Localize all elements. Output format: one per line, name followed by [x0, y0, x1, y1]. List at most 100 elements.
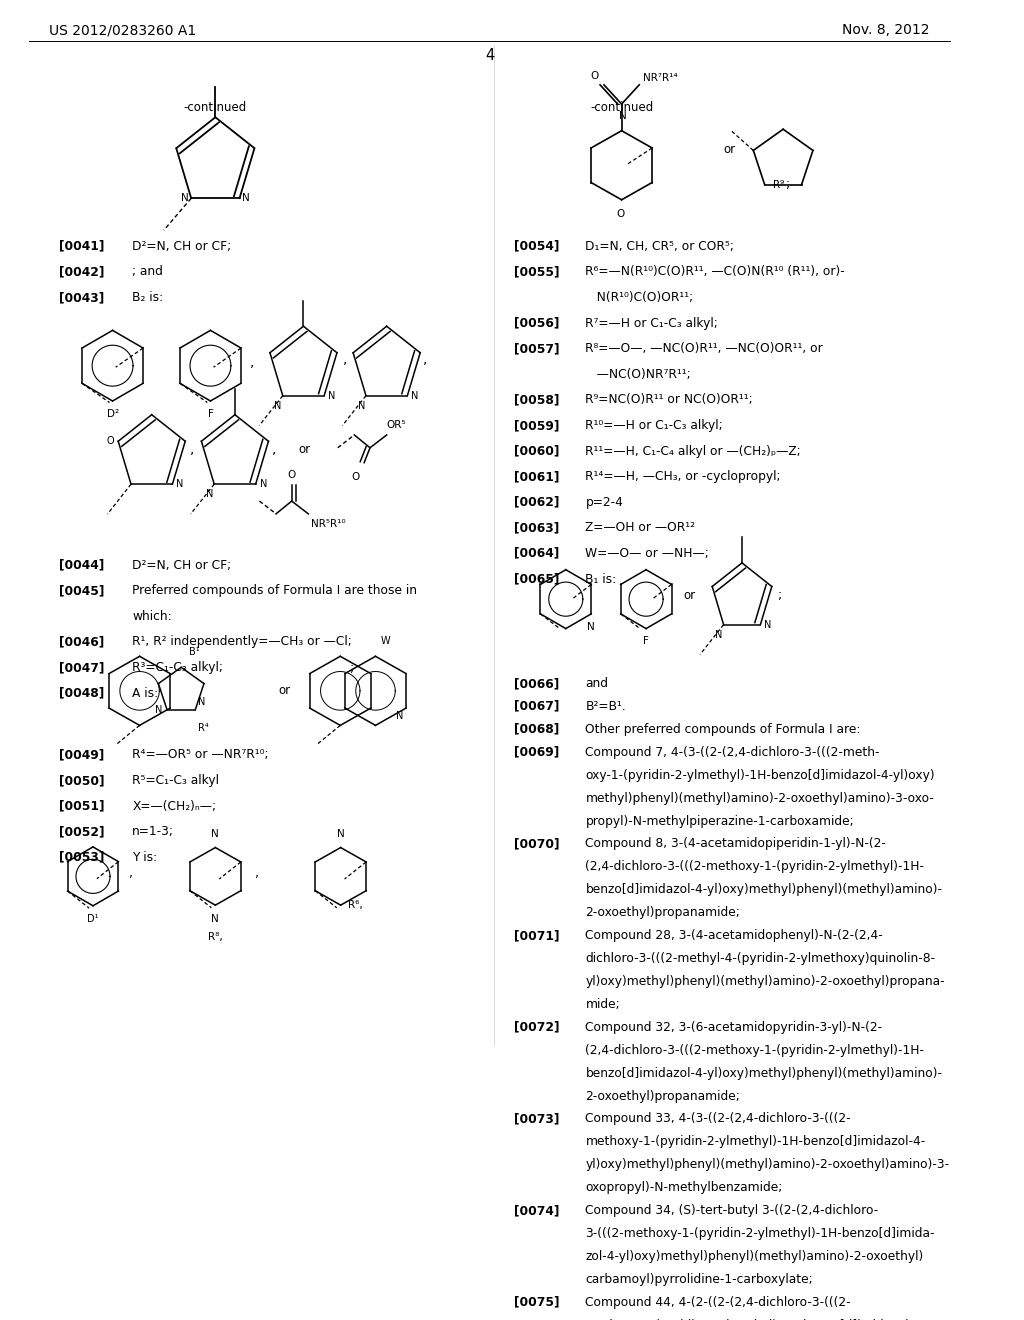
Text: yl)oxy)methyl)phenyl)(methyl)amino)-2-oxoethyl)amino)-3-: yl)oxy)methyl)phenyl)(methyl)amino)-2-ox…: [586, 1159, 949, 1171]
Text: R³=C₁-C₃ alkyl;: R³=C₁-C₃ alkyl;: [132, 661, 223, 675]
Text: B₂ is:: B₂ is:: [132, 290, 163, 304]
Text: benzo[d]imidazol-4-yl)oxy)methyl)phenyl)(methyl)amino)-: benzo[d]imidazol-4-yl)oxy)methyl)phenyl)…: [586, 883, 942, 896]
Text: [0067]: [0067]: [514, 700, 559, 713]
Text: Compound 33, 4-(3-((2-(2,4-dichloro-3-(((2-: Compound 33, 4-(3-((2-(2,4-dichloro-3-((…: [586, 1113, 851, 1126]
Text: [0041]: [0041]: [58, 240, 104, 253]
Text: N: N: [176, 479, 183, 490]
Text: F: F: [643, 636, 649, 647]
Text: N: N: [715, 630, 723, 640]
Text: [0042]: [0042]: [58, 265, 104, 279]
Text: (2,4-dichloro-3-(((2-methoxy-1-(pyridin-2-ylmethyl)-1H-: (2,4-dichloro-3-(((2-methoxy-1-(pyridin-…: [586, 1044, 925, 1057]
Text: [0061]: [0061]: [514, 470, 559, 483]
Text: 2-oxoethyl)propanamide;: 2-oxoethyl)propanamide;: [586, 907, 740, 919]
Text: methoxy-1-(pyridin-2-ylmethyl)-1H-benzo[d]imidazol-4-: methoxy-1-(pyridin-2-ylmethyl)-1H-benzo[…: [586, 1135, 926, 1148]
Text: [0073]: [0073]: [514, 1113, 559, 1126]
Text: R⁸=—O—, —NC(O)R¹¹, —NC(O)OR¹¹, or: R⁸=—O—, —NC(O)R¹¹, —NC(O)OR¹¹, or: [586, 342, 823, 355]
Text: R¹⁴=—H, —CH₃, or -cyclopropyl;: R¹⁴=—H, —CH₃, or -cyclopropyl;: [586, 470, 781, 483]
Text: propyl)-N-methylpiperazine-1-carboxamide;: propyl)-N-methylpiperazine-1-carboxamide…: [586, 814, 854, 828]
Text: zol-4-yl)oxy)methyl)phenyl)(methyl)amino)-2-oxoethyl): zol-4-yl)oxy)methyl)phenyl)(methyl)amino…: [586, 1250, 924, 1263]
Text: OR⁵: OR⁵: [387, 420, 407, 429]
Text: [0072]: [0072]: [514, 1020, 559, 1034]
Text: -continued: -continued: [590, 102, 653, 115]
Text: B²=B¹.: B²=B¹.: [586, 700, 626, 713]
Text: N: N: [212, 913, 219, 924]
Text: D²=N, CH or CF;: D²=N, CH or CF;: [132, 558, 231, 572]
Text: Compound 8, 3-(4-acetamidopiperidin-1-yl)-N-(2-: Compound 8, 3-(4-acetamidopiperidin-1-yl…: [586, 837, 886, 850]
Text: ; and: ; and: [132, 265, 163, 279]
Text: Other preferred compounds of Formula I are:: Other preferred compounds of Formula I a…: [586, 723, 861, 735]
Text: R¹⁰=—H or C₁-C₃ alkyl;: R¹⁰=—H or C₁-C₃ alkyl;: [586, 418, 723, 432]
Text: ,: ,: [343, 352, 347, 366]
Text: [0051]: [0051]: [58, 800, 104, 813]
Text: O: O: [616, 210, 625, 219]
Text: O: O: [106, 436, 115, 446]
Text: (2,4-dichloro-3-(((2-methoxy-1-(pyridin-2-ylmethyl)-1H-: (2,4-dichloro-3-(((2-methoxy-1-(pyridin-…: [586, 861, 925, 874]
Text: [0047]: [0047]: [58, 661, 104, 675]
Text: Nov. 8, 2012: Nov. 8, 2012: [843, 24, 930, 37]
Text: D¹: D¹: [87, 913, 98, 924]
Text: [0056]: [0056]: [514, 317, 559, 330]
Text: and: and: [586, 677, 608, 690]
Text: dichloro-3-(((2-methyl-4-(pyridin-2-ylmethoxy)quinolin-8-: dichloro-3-(((2-methyl-4-(pyridin-2-ylme…: [586, 952, 936, 965]
Text: ,: ,: [189, 442, 195, 455]
Text: [0075]: [0075]: [514, 1296, 559, 1309]
Text: R⁸,: R⁸,: [208, 932, 223, 941]
Text: ,: ,: [250, 355, 254, 370]
Text: X=—(CH₂)ₙ—;: X=—(CH₂)ₙ—;: [132, 800, 216, 813]
Text: R¹¹=—H, C₁-C₄ alkyl or —(CH₂)ₚ—Z;: R¹¹=—H, C₁-C₄ alkyl or —(CH₂)ₚ—Z;: [586, 445, 801, 458]
Text: [0066]: [0066]: [514, 677, 559, 690]
Text: N: N: [274, 401, 282, 411]
Text: N: N: [199, 697, 206, 706]
Text: R⁷=—H or C₁-C₃ alkyl;: R⁷=—H or C₁-C₃ alkyl;: [586, 317, 718, 330]
Text: or: or: [299, 444, 310, 457]
Text: D₁=N, CH, CR⁵, or COR⁵;: D₁=N, CH, CR⁵, or COR⁵;: [586, 240, 734, 253]
Text: Y is:: Y is:: [132, 851, 158, 863]
Text: p=2-4: p=2-4: [586, 496, 624, 508]
Text: W=—O— or —NH—;: W=—O— or —NH—;: [586, 546, 710, 560]
Text: Z=—OH or —OR¹²: Z=—OH or —OR¹²: [586, 521, 695, 535]
Text: O: O: [351, 473, 359, 482]
Text: [0071]: [0071]: [514, 929, 559, 942]
Text: N: N: [180, 193, 188, 203]
Text: which:: which:: [132, 610, 172, 623]
Text: N: N: [212, 829, 219, 840]
Text: B¹: B¹: [189, 647, 200, 656]
Text: NR⁷R¹⁴: NR⁷R¹⁴: [643, 73, 678, 83]
Text: [0044]: [0044]: [58, 558, 104, 572]
Text: [0060]: [0060]: [514, 445, 559, 458]
Text: [0045]: [0045]: [58, 585, 104, 597]
Text: R⁶=—N(R¹⁰)C(O)R¹¹, —C(O)N(R¹⁰ (R¹¹), or)-: R⁶=—N(R¹⁰)C(O)R¹¹, —C(O)N(R¹⁰ (R¹¹), or)…: [586, 265, 845, 279]
Text: 3-(((2-methoxy-1-(pyridin-2-ylmethyl)-1H-benzo[d]imida-: 3-(((2-methoxy-1-(pyridin-2-ylmethyl)-1H…: [586, 1228, 935, 1239]
Text: [0048]: [0048]: [58, 686, 104, 700]
Text: N: N: [328, 391, 336, 401]
Text: [0074]: [0074]: [514, 1204, 559, 1217]
Text: or: or: [723, 143, 735, 156]
Text: [0064]: [0064]: [514, 546, 559, 560]
Text: Compound 32, 3-(6-acetamidopyridin-3-yl)-N-(2-: Compound 32, 3-(6-acetamidopyridin-3-yl)…: [586, 1020, 883, 1034]
Text: A is:: A is:: [132, 686, 159, 700]
Text: [0054]: [0054]: [514, 240, 559, 253]
Text: N: N: [412, 391, 419, 401]
Text: R⁹=NC(O)R¹¹ or NC(O)OR¹¹;: R⁹=NC(O)R¹¹ or NC(O)OR¹¹;: [586, 393, 753, 407]
Text: Preferred compounds of Formula I are those in: Preferred compounds of Formula I are tho…: [132, 585, 417, 597]
Text: N: N: [206, 490, 213, 499]
Text: [0070]: [0070]: [514, 837, 559, 850]
Text: [0050]: [0050]: [58, 774, 104, 787]
Text: 4: 4: [484, 48, 494, 63]
Text: or: or: [683, 590, 695, 602]
Text: R⁴: R⁴: [199, 722, 209, 733]
Text: Compound 7, 4-(3-((2-(2,4-dichloro-3-(((2-meth-: Compound 7, 4-(3-((2-(2,4-dichloro-3-(((…: [586, 746, 880, 759]
Text: ;: ;: [778, 590, 782, 602]
Text: mide;: mide;: [586, 998, 620, 1011]
Text: R⁵=C₁-C₃ alkyl: R⁵=C₁-C₃ alkyl: [132, 774, 219, 787]
Text: [0062]: [0062]: [514, 496, 559, 508]
Text: oxy-1-(pyridin-2-ylmethyl)-1H-benzo[d]imidazol-4-yl)oxy): oxy-1-(pyridin-2-ylmethyl)-1H-benzo[d]im…: [586, 768, 935, 781]
Text: ;: ;: [350, 661, 354, 675]
Text: -continued: -continued: [183, 102, 247, 115]
Text: oxopropyl)-N-methylbenzamide;: oxopropyl)-N-methylbenzamide;: [586, 1181, 782, 1195]
Text: [0059]: [0059]: [514, 418, 559, 432]
Text: US 2012/0283260 A1: US 2012/0283260 A1: [49, 24, 197, 37]
Text: N: N: [243, 193, 250, 203]
Text: O: O: [288, 470, 296, 479]
Text: R¹, R² independently=—CH₃ or —Cl;: R¹, R² independently=—CH₃ or —Cl;: [132, 635, 352, 648]
